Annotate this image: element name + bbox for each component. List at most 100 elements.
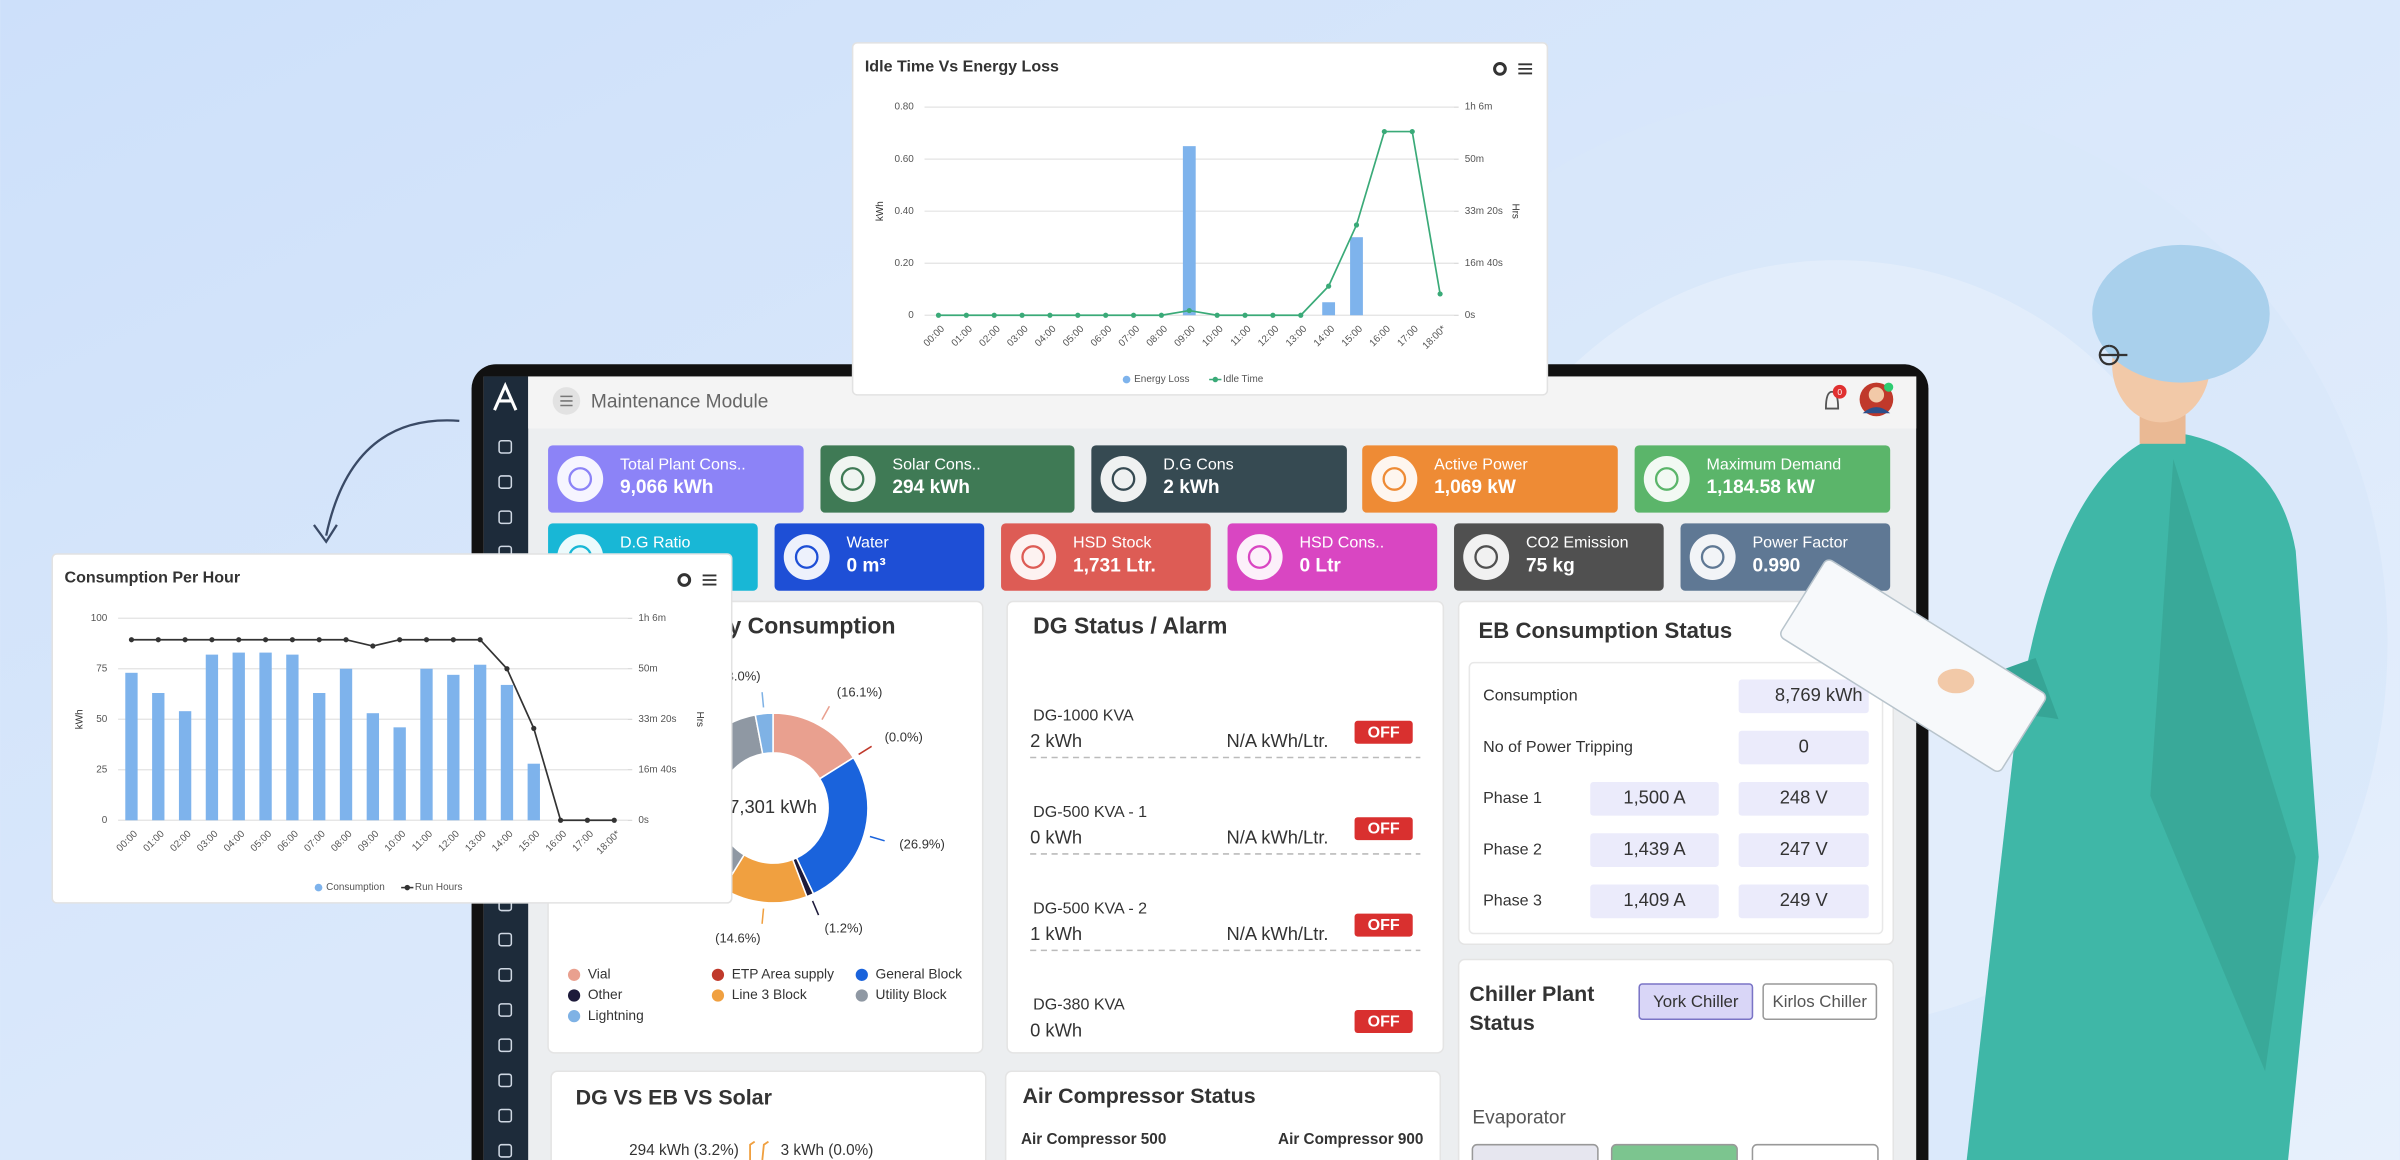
legend-marker — [567, 1010, 581, 1023]
sidebar-icon[interactable] — [498, 1038, 513, 1053]
sidebar-icon[interactable] — [498, 1108, 513, 1123]
y-axis-title: kWh — [74, 709, 85, 729]
legend-marker — [1122, 375, 1131, 384]
line-point — [1270, 312, 1276, 318]
chart-card — [51, 553, 733, 904]
bar — [152, 693, 165, 821]
kpi-value: 1,731 Ltr. — [1073, 555, 1156, 576]
sidebar-icon[interactable] — [498, 1073, 513, 1088]
line-point — [370, 643, 376, 649]
kpi-card[interactable] — [1091, 445, 1347, 513]
evaporator-box — [1471, 1143, 1599, 1160]
kpi-icon-glyph — [568, 467, 593, 491]
line-point — [584, 817, 591, 823]
dg-efficiency: N/A kWh/Ltr. — [1227, 923, 1329, 944]
chart-title: Consumption Per Hour — [64, 569, 240, 587]
y-tick-label: 0.20 — [894, 258, 914, 269]
sidebar-icon[interactable] — [498, 475, 513, 489]
bar — [259, 652, 272, 821]
kpi-card[interactable] — [774, 523, 985, 591]
row-value: 249 V — [1780, 889, 1829, 910]
sidebar-icon[interactable] — [498, 439, 513, 454]
hand — [1937, 668, 1975, 694]
avatar-face — [1868, 387, 1885, 403]
sidebar-icon[interactable] — [498, 1003, 513, 1017]
leader-line — [761, 692, 765, 708]
line-point — [611, 817, 617, 823]
line-point — [397, 637, 403, 643]
legend-label: Other — [588, 987, 623, 1002]
bell-icon[interactable] — [1824, 390, 1840, 410]
kpi-icon — [1371, 456, 1418, 502]
sidebar-icon[interactable] — [498, 510, 513, 525]
kpi-icon — [1463, 534, 1510, 580]
notification-badge — [1832, 384, 1847, 399]
bar — [366, 713, 380, 821]
y2-tick-label: 16m 40s — [638, 764, 676, 775]
kpi-icon-glyph — [1247, 545, 1272, 569]
y2-tick-label: 1h 6m — [638, 613, 666, 624]
sidebar-icon[interactable] — [498, 967, 513, 982]
y-tick-label: 0 — [908, 310, 914, 321]
sidebar-icon[interactable] — [498, 932, 513, 947]
legend-marker — [567, 968, 581, 981]
sidebar-icon[interactable] — [498, 1143, 513, 1158]
y2-tick-label: 50m — [1465, 154, 1484, 165]
kpi-card[interactable] — [548, 445, 804, 513]
bar — [500, 684, 514, 821]
row-value: 8,769 kWh — [1775, 684, 1863, 705]
kpi-icon — [1643, 456, 1690, 502]
legend-marker — [855, 968, 868, 981]
kpi-label: HSD Stock — [1073, 534, 1152, 552]
line-point — [477, 637, 483, 643]
kpi-value: 9,066 kWh — [620, 477, 713, 498]
legend-label: Utility Block — [876, 987, 947, 1002]
y2-tick-label: 33m 20s — [638, 714, 676, 725]
kpi-card[interactable] — [820, 445, 1075, 513]
status-text: OFF — [1368, 820, 1400, 838]
y-tick-label: 0 — [102, 815, 108, 826]
settings-button[interactable] — [1493, 61, 1507, 76]
menu-button[interactable] — [702, 574, 717, 586]
line-point — [343, 637, 349, 643]
line-point — [209, 637, 215, 643]
kpi-card[interactable] — [1454, 523, 1664, 591]
legend-marker — [855, 989, 868, 1002]
glasses — [2098, 344, 2128, 366]
status-text: OFF — [1368, 723, 1400, 741]
kpi-card[interactable] — [1362, 445, 1618, 513]
kpi-card[interactable] — [1634, 445, 1891, 513]
dg-name: DG-500 KVA - 1 — [1033, 803, 1147, 821]
card-title: Air Compressor Status — [1022, 1084, 1255, 1108]
line-point — [155, 637, 161, 643]
chiller-tab[interactable] — [1638, 983, 1754, 1020]
data-label: (14.6%) — [715, 930, 761, 945]
settings-button[interactable] — [677, 573, 692, 587]
line-point — [1186, 307, 1192, 314]
y-tick-label: 100 — [91, 613, 108, 624]
dg-name: DG-380 KVA — [1033, 996, 1125, 1014]
row-label: No of Power Tripping — [1483, 738, 1633, 756]
line-point — [289, 637, 295, 643]
y-axis-title: kWh — [875, 201, 886, 221]
value-box — [1590, 884, 1719, 919]
kpi-value: 0.990 — [1752, 555, 1800, 576]
card — [550, 1070, 987, 1160]
kpi-card[interactable] — [1227, 523, 1438, 591]
dg-name: DG-1000 KVA — [1033, 706, 1134, 724]
menu-button[interactable] — [1518, 63, 1533, 75]
chiller-tab[interactable] — [1762, 983, 1878, 1020]
kpi-icon — [557, 456, 604, 502]
data-label: (0.0%) — [885, 730, 923, 745]
row-label: Consumption — [1483, 687, 1578, 705]
y-tick-label: 50 — [96, 714, 108, 725]
line-point — [182, 637, 188, 643]
legend-label: Lightning — [588, 1008, 644, 1023]
chart-card — [851, 42, 1549, 396]
leader-line — [749, 1140, 756, 1160]
leader-line — [869, 835, 885, 842]
kpi-card[interactable] — [1001, 523, 1211, 591]
y-tick-label: 0.60 — [894, 154, 914, 165]
avatar-body — [1862, 407, 1891, 414]
